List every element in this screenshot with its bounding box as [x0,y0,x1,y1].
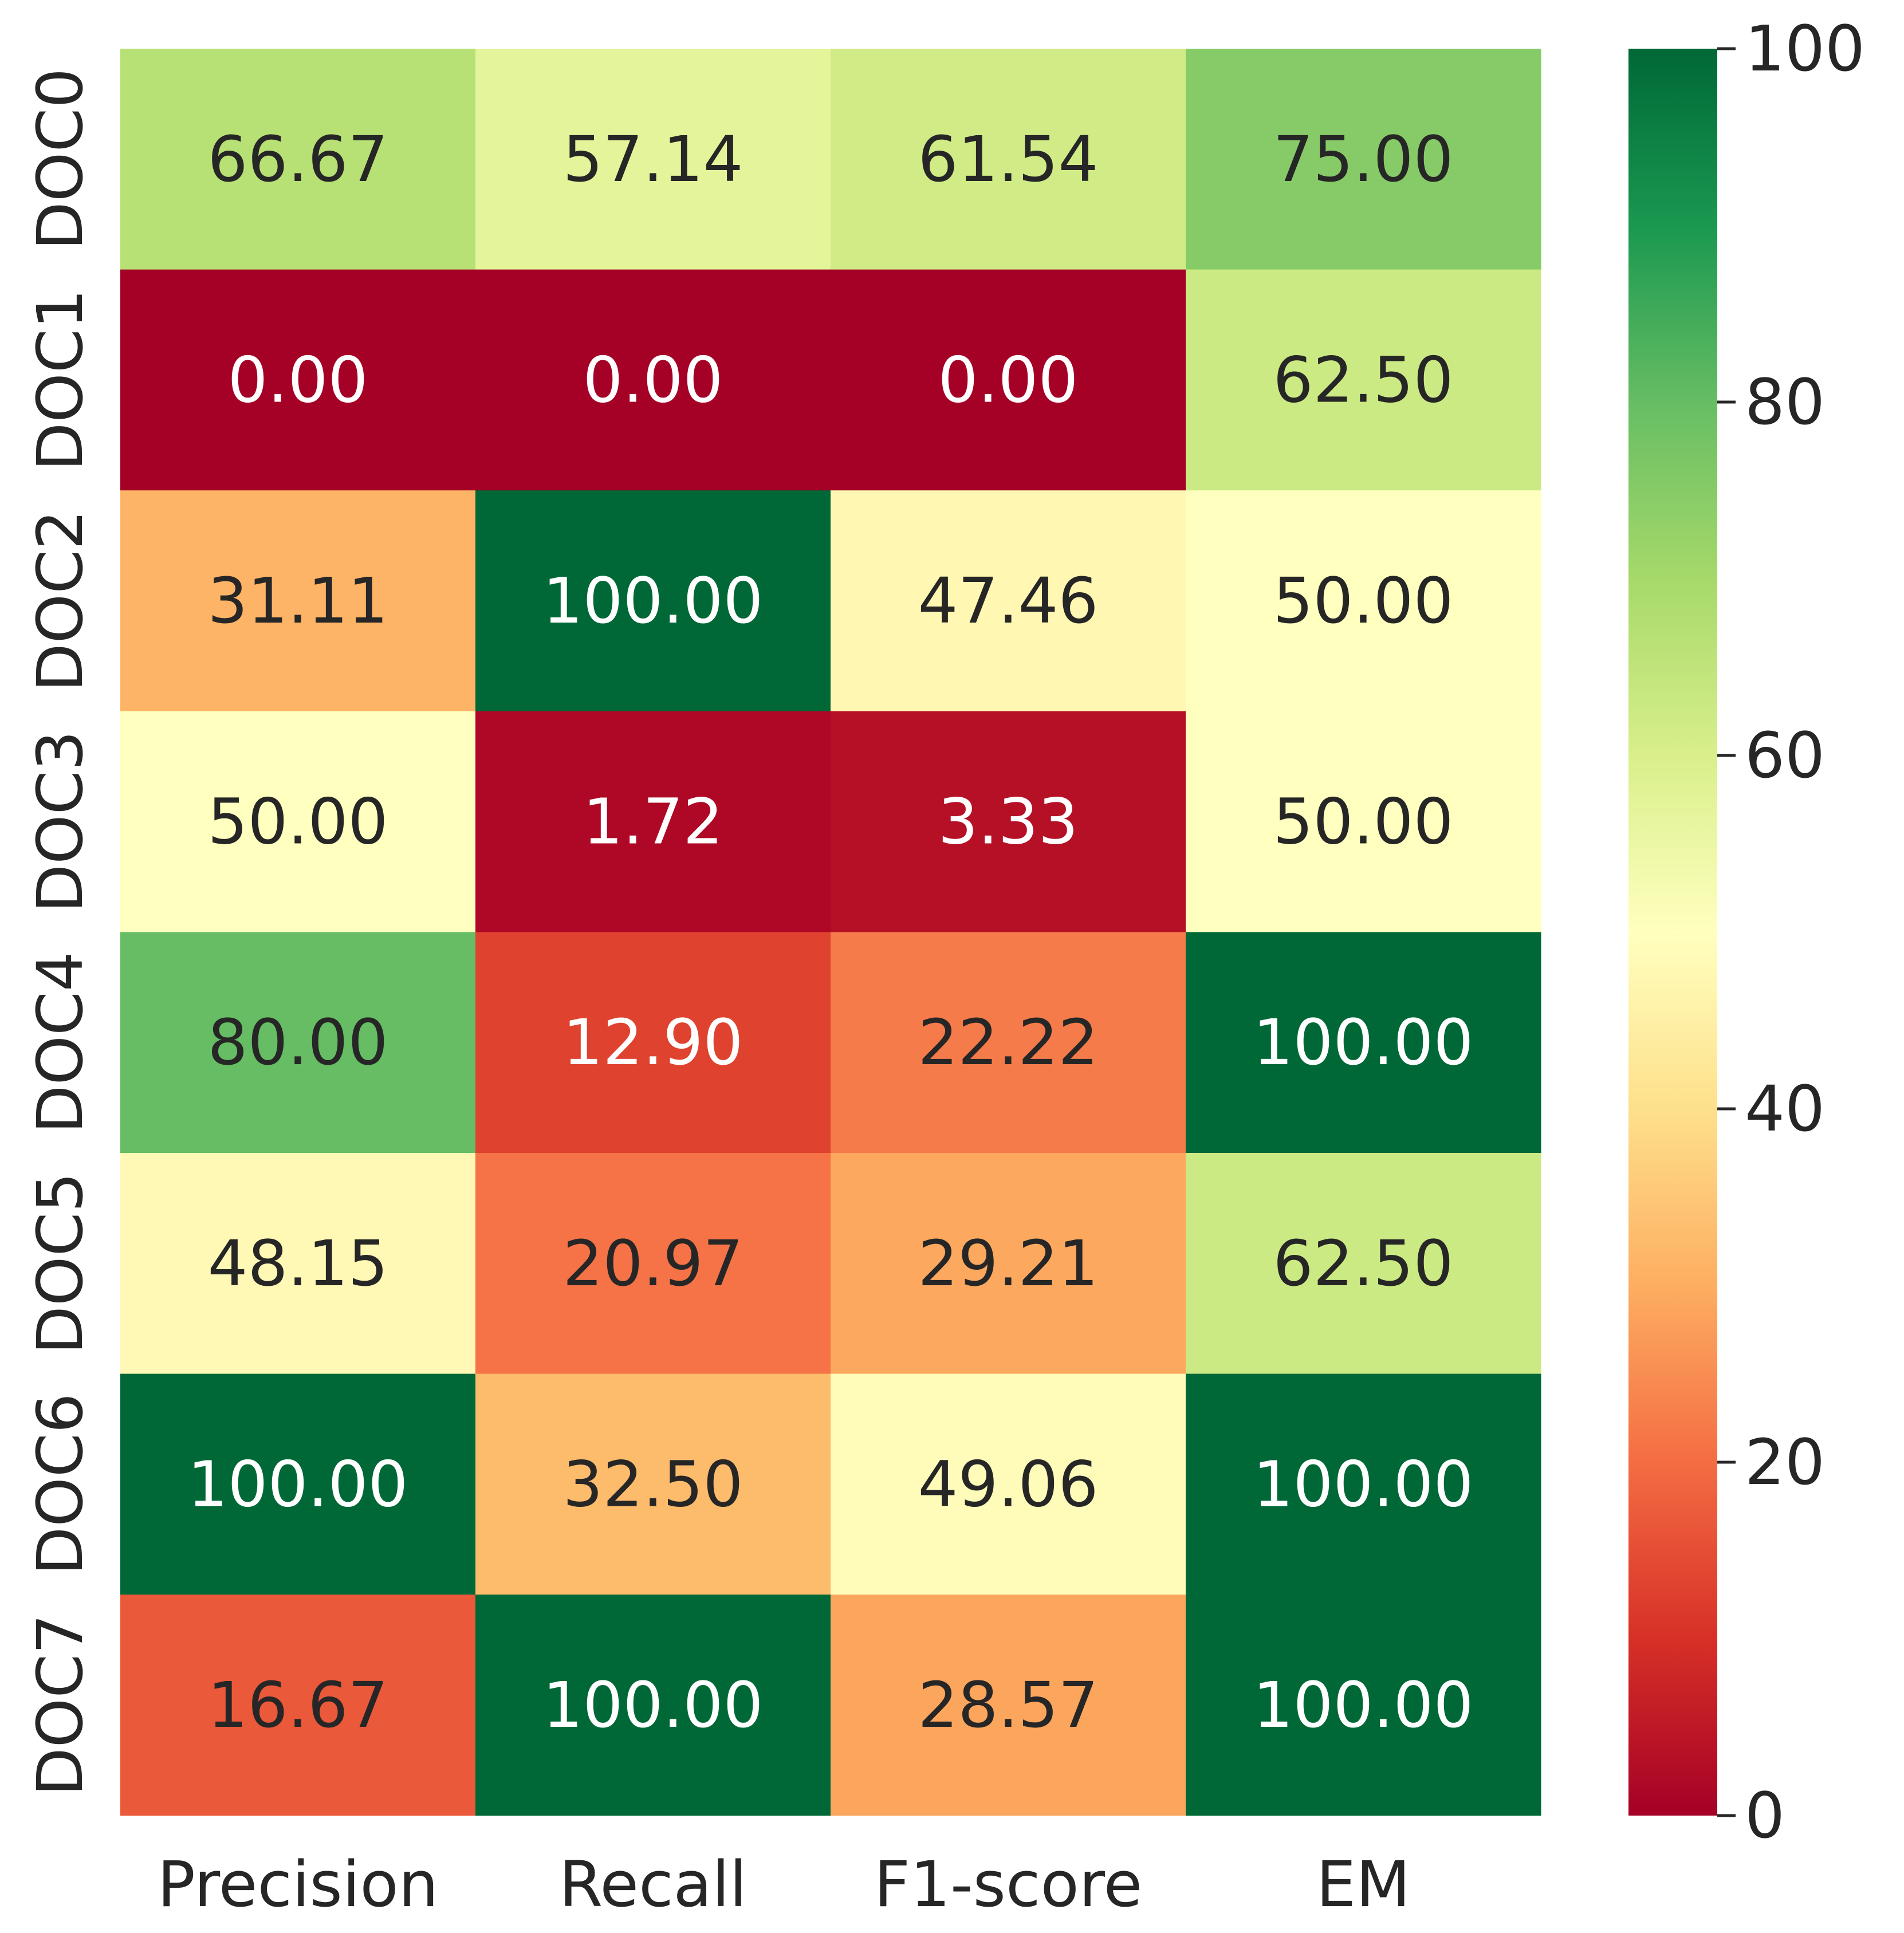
cell-value-label: 62.50 [1273,1227,1454,1300]
heatmap-cell [120,49,476,270]
cell-value-label: 48.15 [208,1227,388,1300]
heatmap-cell [1186,269,1541,491]
cell-value-label: 0.00 [228,343,368,416]
cell-value-label: 47.46 [918,564,1099,637]
heatmap-cell [475,1595,831,1816]
cell-value-label: 100.00 [1253,1668,1474,1742]
cell-value-label: 12.90 [563,1006,743,1079]
cell-value-label: 20.97 [563,1227,743,1300]
heatmap-cell [831,269,1186,491]
heatmap-cell [831,1595,1186,1816]
y-tick-label: DOC2 [23,510,97,692]
heatmap-cell [831,932,1186,1153]
heatmap-cell [120,269,476,491]
heatmap-cell [831,711,1186,932]
heatmap-cell [831,1373,1186,1595]
heatmap-cell [831,49,1186,270]
cell-value-label: 50.00 [1273,564,1454,637]
cell-value-label: 75.00 [1273,123,1454,196]
heatmap-cell [1186,932,1541,1153]
x-tick-label: F1-score [874,1848,1143,1921]
colorbar-gradient-bar [1628,49,1717,1816]
heatmap-cell [120,1373,476,1595]
cell-value-label: 32.50 [563,1447,743,1521]
x-tick-label: EM [1316,1848,1410,1921]
heatmap-cell [1186,49,1541,270]
cell-value-label: 66.67 [208,123,388,196]
cell-value-label: 31.11 [208,564,388,637]
cell-value-label: 22.22 [918,1006,1099,1079]
cell-value-label: 29.21 [918,1227,1099,1300]
cell-value-label: 0.00 [583,343,723,416]
heatmap-cell [475,932,831,1153]
colorbar-tick-label: 40 [1745,1072,1825,1145]
y-tick-label: DOC4 [23,951,97,1133]
colorbar-tick-label: 0 [1745,1779,1785,1852]
heatmap-cell [120,490,476,712]
y-tick-label: DOC7 [23,1614,97,1796]
heatmap-cell [1186,1595,1541,1816]
cell-value-label: 28.57 [918,1668,1099,1742]
heatmap-cell [120,711,476,932]
cell-value-label: 16.67 [208,1668,388,1742]
cell-value-label: 61.54 [918,123,1099,196]
y-tick-label: DOC1 [23,289,97,471]
y-axis-tick-labels: DOC0 DOC1 DOC2 DOC3 DOC4 DOC5 DOC6 DOC7 [23,68,97,1796]
colorbar-tick-label: 20 [1745,1426,1825,1499]
cell-value-label: 100.00 [1253,1006,1474,1079]
x-axis-tick-labels: Precision Recall F1-score EM [158,1848,1411,1921]
cell-value-label: 0.00 [938,343,1079,416]
cell-value-label: 57.14 [563,123,743,196]
heatmap-cell [1186,490,1541,712]
heatmap-cells: 66.67 57.14 61.54 75.00 0.00 0.00 0.00 62.50 31.… [120,49,1541,1816]
heatmap-cell [120,1153,476,1375]
cell-value-label: 100.00 [543,1668,764,1742]
cell-value-label: 100.00 [543,564,764,637]
colorbar-tick-label: 60 [1745,719,1825,792]
heatmap-cell [475,269,831,491]
heatmap-cell [120,1595,476,1816]
heatmap-cell [1186,711,1541,932]
cell-value-label: 50.00 [208,785,388,859]
heatmap-cell [831,1153,1186,1375]
colorbar-tick-label: 80 [1745,365,1825,439]
heatmap-cell [475,711,831,932]
colorbar-tick-label: 100 [1745,12,1865,85]
y-tick-label: DOC3 [23,731,97,913]
y-tick-label: DOC6 [23,1393,97,1575]
x-tick-label: Recall [559,1848,747,1921]
x-tick-label: Precision [158,1848,439,1921]
heatmap-cell [475,49,831,270]
cell-value-label: 49.06 [918,1447,1099,1521]
heatmap-cell [1186,1373,1541,1595]
heatmap-cell [120,932,476,1153]
cell-value-label: 100.00 [188,1447,408,1521]
cell-value-label: 80.00 [208,1006,388,1079]
heatmap-cell [831,490,1186,712]
heatmap-cell [475,1153,831,1375]
cell-value-label: 100.00 [1253,1447,1474,1521]
cell-value-label: 50.00 [1273,785,1454,859]
cell-value-label: 62.50 [1273,343,1454,416]
colorbar: 0 20 40 60 80 100 [1628,12,1865,1852]
heatmap-cell [475,1373,831,1595]
cell-value-label: 3.33 [938,785,1079,859]
y-tick-label: DOC5 [23,1172,97,1355]
heatmap-cell [475,490,831,712]
y-tick-label: DOC0 [23,68,97,250]
heatmap-cell [1186,1153,1541,1375]
cell-value-label: 1.72 [583,785,723,859]
